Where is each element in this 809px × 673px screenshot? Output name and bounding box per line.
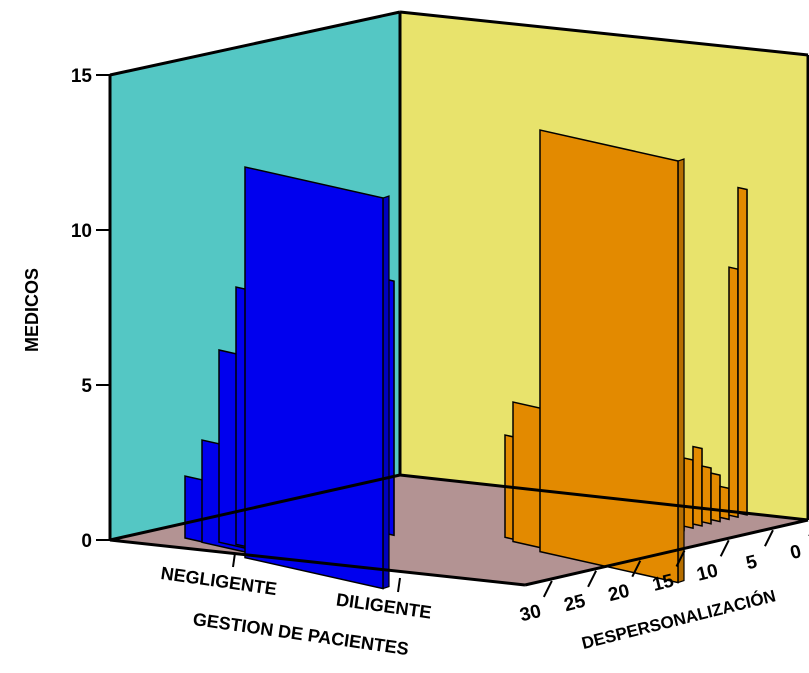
bar-face (701, 465, 712, 525)
frame-edge (109, 538, 526, 587)
depth-tick-label: 30 (518, 601, 544, 626)
y-axis-title: MEDICOS (22, 268, 42, 352)
y-tick-label: 15 (71, 66, 93, 87)
bar-thin (701, 465, 712, 525)
x-tick-label: DILIGENTE (335, 589, 433, 622)
bar-thin (728, 266, 739, 519)
bar-face (737, 186, 748, 516)
bar-thin (719, 485, 730, 521)
bar-face (719, 485, 730, 521)
frame-edge (399, 10, 809, 57)
bar-face (244, 166, 384, 590)
bar-side (677, 158, 685, 584)
y-tick-label: 0 (81, 531, 92, 552)
bar-face (539, 129, 679, 584)
depth-tick-line (631, 560, 642, 578)
frame-edge (109, 473, 401, 542)
bar-face (683, 457, 694, 530)
depth-tick-line (587, 570, 597, 588)
bar (244, 166, 390, 590)
depth-tick-line (764, 529, 774, 547)
depth-tick-label: 25 (562, 591, 588, 617)
bar-side (382, 195, 390, 590)
bar-thin (710, 472, 721, 523)
frame-edge (399, 473, 809, 522)
bar-thin (683, 457, 694, 530)
depth-tick-line (675, 550, 686, 567)
y-tick-label: 5 (81, 376, 92, 397)
y-axis: 0 5 10 15 (71, 66, 112, 552)
depth-tick-line (719, 539, 730, 557)
bar-face (728, 266, 739, 519)
y-tick-label: 10 (71, 221, 92, 242)
x-axis-title: GESTION DE PACIENTES (192, 609, 410, 659)
bar-thin (737, 186, 748, 516)
depth-tick-line (542, 580, 553, 598)
bar-thin (692, 445, 703, 527)
bars-group (184, 129, 748, 590)
depth-tick-label: 0 (788, 541, 803, 564)
x-tick-line (232, 552, 236, 568)
bar (539, 129, 685, 584)
bar-face (692, 445, 703, 527)
bar-face (710, 472, 721, 523)
x-tick-label: NEGLIGENTE (160, 563, 279, 599)
x-tick-line (397, 577, 401, 593)
depth-tick-label: 20 (606, 581, 632, 606)
depth-tick-label: 10 (695, 560, 721, 585)
depth-tick-label: 5 (744, 551, 760, 574)
frame-edge (109, 10, 401, 77)
frame-edge (524, 518, 809, 587)
